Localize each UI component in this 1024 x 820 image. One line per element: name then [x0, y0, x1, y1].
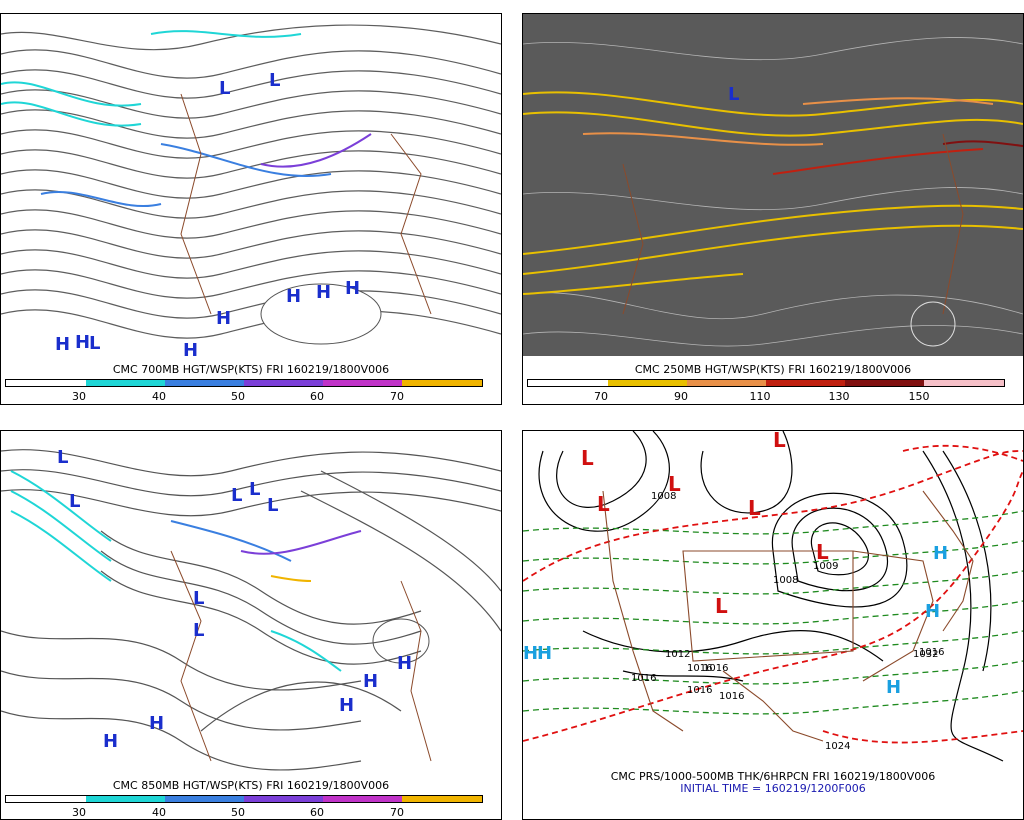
low-marker: L — [267, 495, 278, 516]
tick-label: 40 — [152, 806, 166, 819]
panel-850mb: L L L L L L L H H H H H CMC 850MB HGT/WS… — [0, 430, 502, 820]
low-marker: L — [269, 70, 280, 91]
tick-label: 150 — [908, 390, 930, 403]
low-marker: L — [193, 620, 204, 641]
high-marker: H — [55, 334, 70, 355]
panel-pressure-thickness: L L L L L L L H H H H H 1008 1012 1016 1… — [522, 430, 1024, 820]
high-marker: H — [345, 278, 360, 299]
low-marker: L — [816, 540, 829, 564]
high-marker: H — [363, 671, 378, 692]
tick-label: 70 — [594, 390, 608, 403]
low-marker: L — [728, 84, 739, 105]
low-marker: L — [69, 491, 80, 512]
panel-250mb: L CMC 250MB HGT/WSP(KTS) FRI 160219/1800… — [522, 13, 1024, 405]
low-marker: L — [89, 333, 100, 354]
high-marker: H — [397, 653, 412, 674]
low-marker: L — [773, 431, 786, 452]
isobar-label: 1008 — [651, 491, 676, 502]
low-marker: L — [57, 447, 68, 468]
tick-label: 60 — [310, 806, 324, 819]
high-marker: H — [339, 695, 354, 716]
low-marker: L — [581, 446, 594, 470]
isobar-label: 1016 — [703, 663, 728, 674]
high-marker: H — [886, 677, 901, 698]
tick-label: 30 — [72, 390, 86, 403]
isobar-label: 1032 — [913, 649, 938, 660]
low-marker: L — [715, 594, 728, 618]
high-marker: H — [925, 601, 940, 622]
high-marker: H — [933, 543, 948, 564]
high-marker: H — [537, 643, 552, 664]
tick-label: 60 — [310, 390, 324, 403]
wind-speed-colorbar — [527, 379, 1005, 387]
wind-speed-colorbar — [5, 379, 483, 387]
high-marker: H — [286, 286, 301, 307]
high-marker: H — [103, 731, 118, 752]
map-850mb: L L L L L L L H H H H H — [1, 431, 501, 771]
tick-label: 70 — [390, 806, 404, 819]
tick-label: 50 — [231, 806, 245, 819]
isobar-label: 1016 — [631, 673, 656, 684]
map-700mb: L L L H H H H H H H — [1, 14, 501, 356]
tick-label: 50 — [231, 390, 245, 403]
low-marker: L — [193, 588, 204, 609]
tick-label: 40 — [152, 390, 166, 403]
isobar-label: 1016 — [687, 663, 712, 674]
low-marker: L — [597, 492, 610, 516]
high-marker: H — [523, 643, 538, 664]
isobar-label: 1012 — [665, 649, 690, 660]
high-marker: H — [316, 282, 331, 303]
high-marker: H — [75, 332, 90, 353]
isobar-label: 1008 — [773, 575, 798, 586]
tick-label: 70 — [390, 390, 404, 403]
isobar-label: 1024 — [825, 741, 850, 752]
tick-label: 110 — [749, 390, 771, 403]
panel-caption: CMC 250MB HGT/WSP(KTS) FRI 160219/1800V0… — [634, 363, 912, 376]
tick-label: 90 — [674, 390, 688, 403]
high-marker: H — [183, 340, 198, 356]
low-marker: L — [231, 485, 242, 506]
panel-caption: CMC 700MB HGT/WSP(KTS) FRI 160219/1800V0… — [112, 363, 390, 376]
tick-label: 130 — [828, 390, 850, 403]
high-marker: H — [149, 713, 164, 734]
tick-label: 30 — [72, 806, 86, 819]
isobar-label: 1016 — [719, 691, 744, 702]
low-marker: L — [249, 479, 260, 500]
panel-caption: CMC PRS/1000-500MB THK/6HRPCN FRI 160219… — [610, 770, 936, 783]
low-marker: L — [668, 472, 681, 496]
low-marker: L — [219, 78, 230, 99]
panel-caption: CMC 850MB HGT/WSP(KTS) FRI 160219/1800V0… — [112, 779, 390, 792]
isobar-label: 1016 — [687, 685, 712, 696]
map-250mb: L — [523, 14, 1023, 356]
map-pressure: L L L L L L L H H H H H 1008 1012 1016 1… — [523, 431, 1023, 771]
panel-initial-time: INITIAL TIME = 160219/1200F006 — [680, 782, 866, 795]
isobar-label: 1009 — [813, 561, 838, 572]
high-marker: H — [216, 308, 231, 329]
wind-speed-colorbar — [5, 795, 483, 803]
panel-700mb: L L L H H H H H H H CMC 700MB HGT/WSP(KT… — [0, 13, 502, 405]
isobar-label: 1016 — [919, 647, 944, 658]
low-marker: L — [748, 496, 761, 520]
